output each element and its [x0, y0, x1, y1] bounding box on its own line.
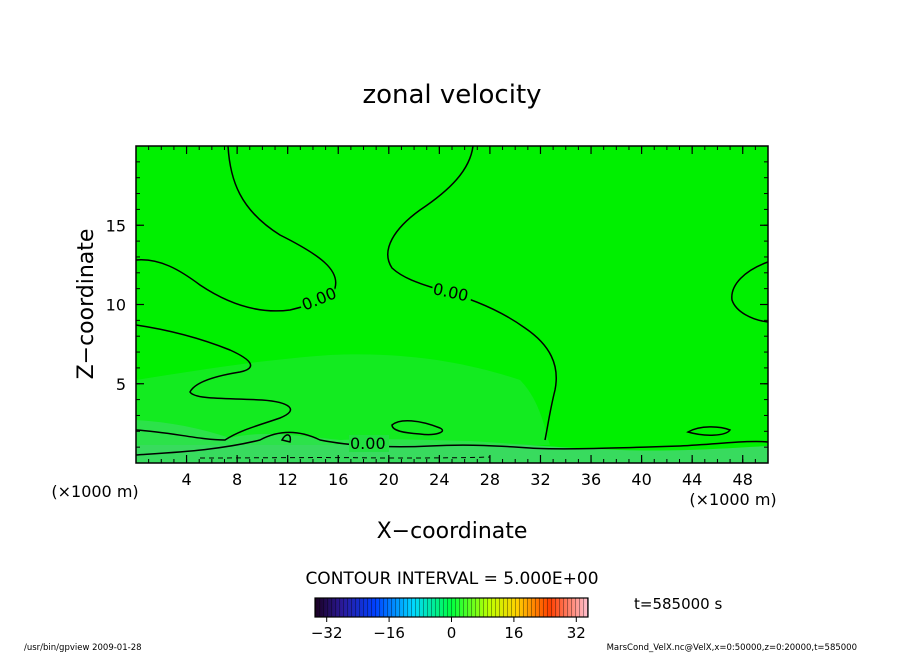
contour-interval-text: CONTOUR INTERVAL = 5.000E+00	[305, 569, 598, 589]
time-label: t=585000 s	[634, 595, 722, 613]
chart-title: zonal velocity	[362, 80, 541, 110]
contour-blob-a	[391, 420, 444, 436]
x-tick-label: 4	[181, 470, 191, 489]
contour-label-3: 0.00	[350, 434, 386, 453]
contour-surface	[135, 431, 769, 456]
x-tick-label: 28	[480, 470, 500, 489]
x-axis-label: X−coordinate	[377, 519, 528, 544]
y-tick-label: 5	[116, 375, 126, 394]
footer-left: /usr/bin/gpview 2009-01-28	[24, 643, 142, 653]
contour-blob-b	[686, 426, 732, 436]
colorbar-tick-label: 32	[567, 624, 586, 642]
colorbar	[314, 597, 589, 618]
x-tick-label: 44	[682, 470, 702, 489]
colorbar-ticks: −32 −16 0 16 32	[311, 617, 586, 642]
x-unit-left: (×1000 m)	[51, 482, 138, 501]
colorbar-stripes	[315, 598, 588, 617]
x-tick-label: 32	[530, 470, 550, 489]
y-axis: 5 10 15	[106, 161, 768, 448]
contour-dashed	[199, 456, 491, 459]
contour-label-bg-2	[430, 280, 474, 304]
y-tick-label: 15	[106, 216, 126, 235]
x-tick-label: 48	[733, 470, 753, 489]
contour-blob-c	[280, 434, 292, 443]
colorbar-tick-label: 16	[504, 624, 523, 642]
x-tick-label: 36	[581, 470, 601, 489]
contour-label-bg-1	[296, 281, 338, 311]
x-unit-right: (×1000 m)	[689, 490, 776, 509]
contour-mid-left	[135, 324, 292, 441]
x-tick-label: 24	[429, 470, 449, 489]
colorbar-tick-label: −32	[311, 624, 343, 642]
footer-right: MarsCond_VelX.nc@VelX,x=0:50000,z=0:2000…	[607, 643, 857, 653]
x-axis: 4 8 12 16 20 24 28 32 36 40 44 48	[148, 146, 756, 489]
contour-right-lobe	[731, 261, 769, 323]
plot-area: 0.00 0.00 0.00	[135, 145, 769, 464]
y-axis-label: Z−coordinate	[74, 229, 99, 380]
lower-shade	[136, 354, 550, 445]
y-tick-label: 10	[106, 296, 126, 315]
colorbar-tick-label: −16	[373, 624, 405, 642]
x-tick-label: 20	[379, 470, 399, 489]
x-tick-label: 40	[631, 470, 651, 489]
colorbar-tick-label: 0	[447, 624, 457, 642]
x-tick-label: 16	[328, 470, 348, 489]
contour-label-bg-3	[349, 435, 389, 452]
x-tick-label: 12	[278, 470, 298, 489]
x-tick-label: 8	[232, 470, 242, 489]
